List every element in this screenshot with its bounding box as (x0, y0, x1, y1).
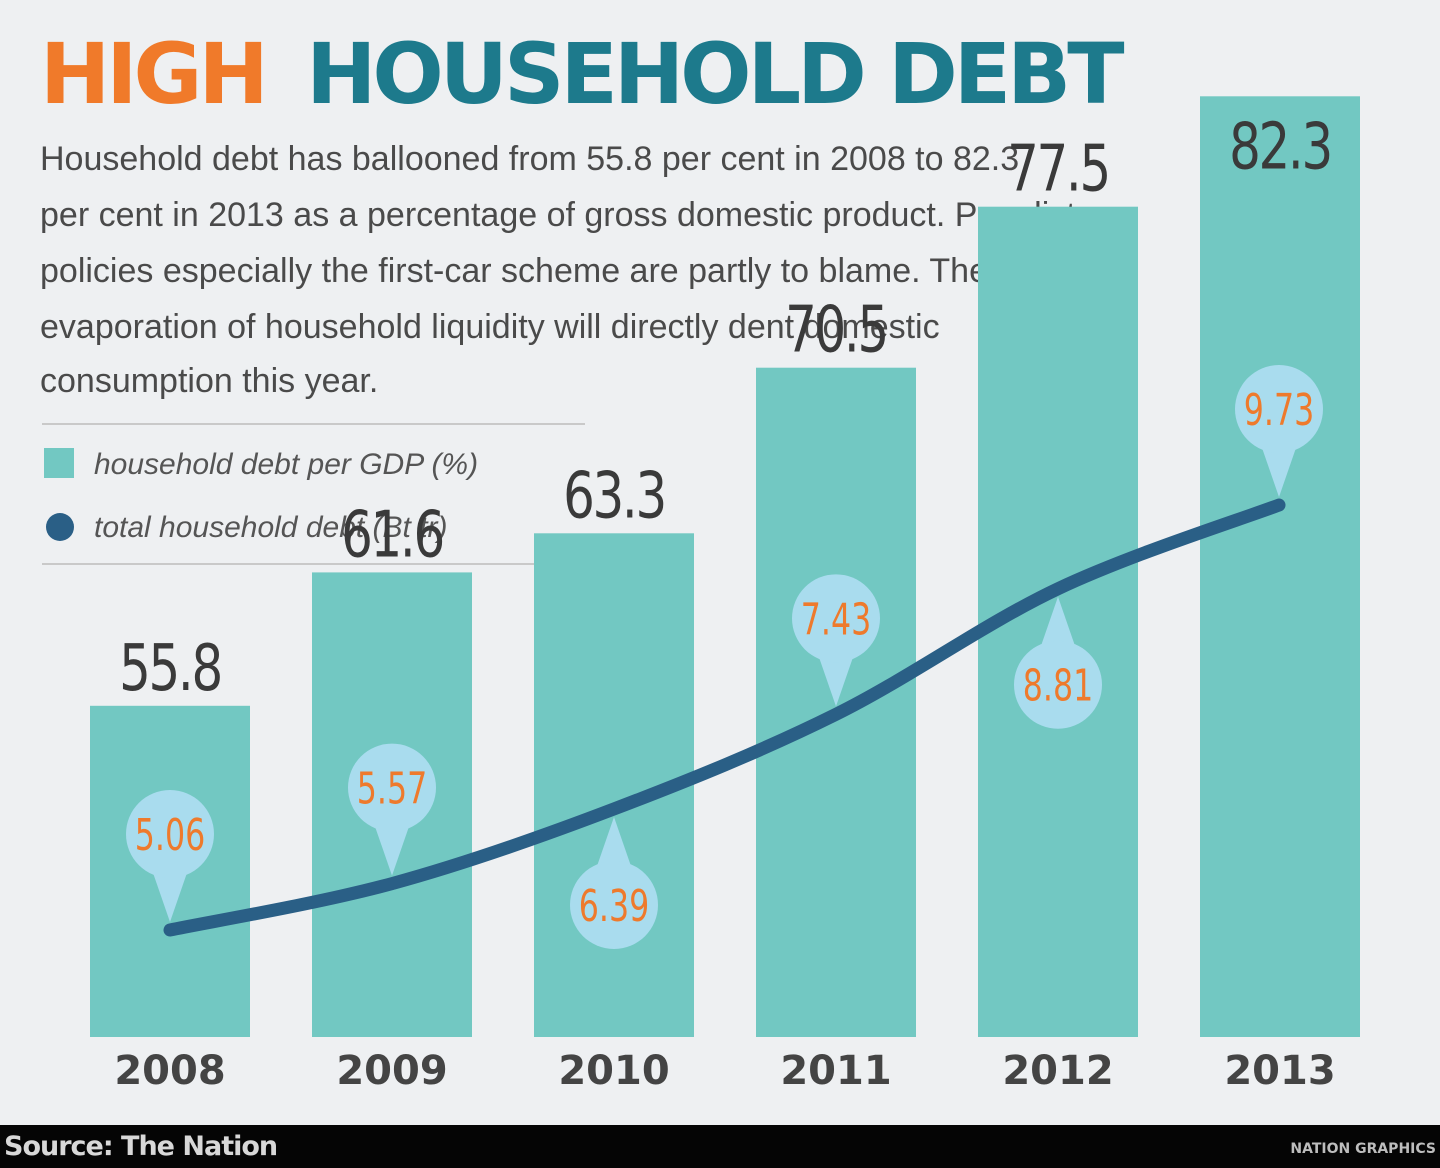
bubble-tail (1040, 596, 1076, 649)
debt-value-label: 5.06 (135, 810, 206, 862)
debt-bubble: 6.39 (570, 816, 658, 949)
x-tick-label: 2011 (780, 1048, 891, 1094)
bar-value-label: 55.8 (119, 631, 221, 706)
debt-value-label: 6.39 (579, 881, 650, 933)
bubble-tail (818, 654, 854, 707)
title-main: HOUSEHOLD DEBT (306, 25, 1124, 123)
legend-label-line: total household debt (Bt tr) (94, 511, 448, 544)
debt-bubble: 7.43 (792, 574, 880, 707)
description-line: per cent in 2013 as a percentage of gros… (40, 196, 1076, 234)
x-tick-label: 2013 (1224, 1048, 1335, 1094)
bar-value-label: 61.6 (341, 497, 443, 572)
x-axis: 2008 2009 2010 2011 2012 2013 (114, 1048, 1335, 1094)
bubble-body (570, 860, 658, 949)
bubble-body (126, 790, 214, 878)
footer: Source: The Nation NATION GRAPHICS (0, 1125, 1440, 1168)
bars: 55.8 61.6 63.3 70.5 77.5 82.3 (90, 96, 1360, 1038)
chart: HIGH HOUSEHOLD DEBT Household debt has b… (40, 25, 1360, 1094)
x-tick-label: 2009 (336, 1048, 447, 1094)
bubble-tail (596, 816, 632, 869)
bar-value-label: 63.3 (563, 458, 665, 533)
x-tick-label: 2010 (558, 1048, 669, 1094)
legend-label-bars: household debt per GDP (%) (94, 448, 478, 481)
legend-swatch-line (46, 513, 74, 541)
description: Household debt has ballooned from 55.8 p… (40, 140, 1076, 400)
bubble-body (792, 574, 880, 663)
x-tick-label: 2008 (114, 1048, 225, 1094)
svg-text:HIGH HOUSEHOLD DEBT: HIGH HOUSEHOLD DEBT (40, 25, 1124, 123)
x-tick-label: 2012 (1002, 1048, 1113, 1094)
description-line: policies especially the first-car scheme… (40, 252, 988, 290)
debt-value-label: 7.43 (801, 594, 872, 646)
bubble-body (1235, 365, 1323, 454)
bar (1200, 96, 1360, 1038)
bubble-tail (152, 870, 188, 922)
bar-value-label: 77.5 (1007, 132, 1109, 207)
bar-value-label: 70.5 (785, 293, 887, 368)
description-line: evaporation of household liquidity will … (40, 308, 940, 346)
debt-bubble: 9.73 (1235, 365, 1323, 498)
description-line: Household debt has ballooned from 55.8 p… (40, 140, 1019, 178)
debt-value-label: 5.57 (357, 763, 428, 815)
debt-line (163, 498, 1286, 937)
bubble-tail (374, 823, 410, 876)
legend: household debt per GDP (%) total househo… (42, 423, 585, 565)
debt-value-label: 9.73 (1244, 385, 1315, 437)
debt-bubble: 5.06 (126, 790, 214, 922)
debt-bubble: 8.81 (1014, 596, 1102, 729)
debt-bubble: 5.57 (348, 743, 436, 876)
title-accent: HIGH (40, 25, 265, 123)
bubble-body (348, 743, 436, 832)
bar-value-label: 82.3 (1229, 109, 1331, 184)
debt-value-label: 8.81 (1023, 661, 1094, 713)
bubble-tail (1261, 445, 1297, 498)
bubble-body (1014, 640, 1102, 729)
footer-credit: NATION GRAPHICS (1290, 1141, 1436, 1157)
debt-line-path (163, 498, 1286, 937)
debt-bubbles: 5.06 5.57 6.39 7.43 8.81 9.73 (126, 365, 1323, 949)
legend-swatch-bars (44, 448, 74, 478)
description-line: consumption this year. (40, 362, 378, 400)
footer-source: Source: The Nation (4, 1131, 278, 1162)
